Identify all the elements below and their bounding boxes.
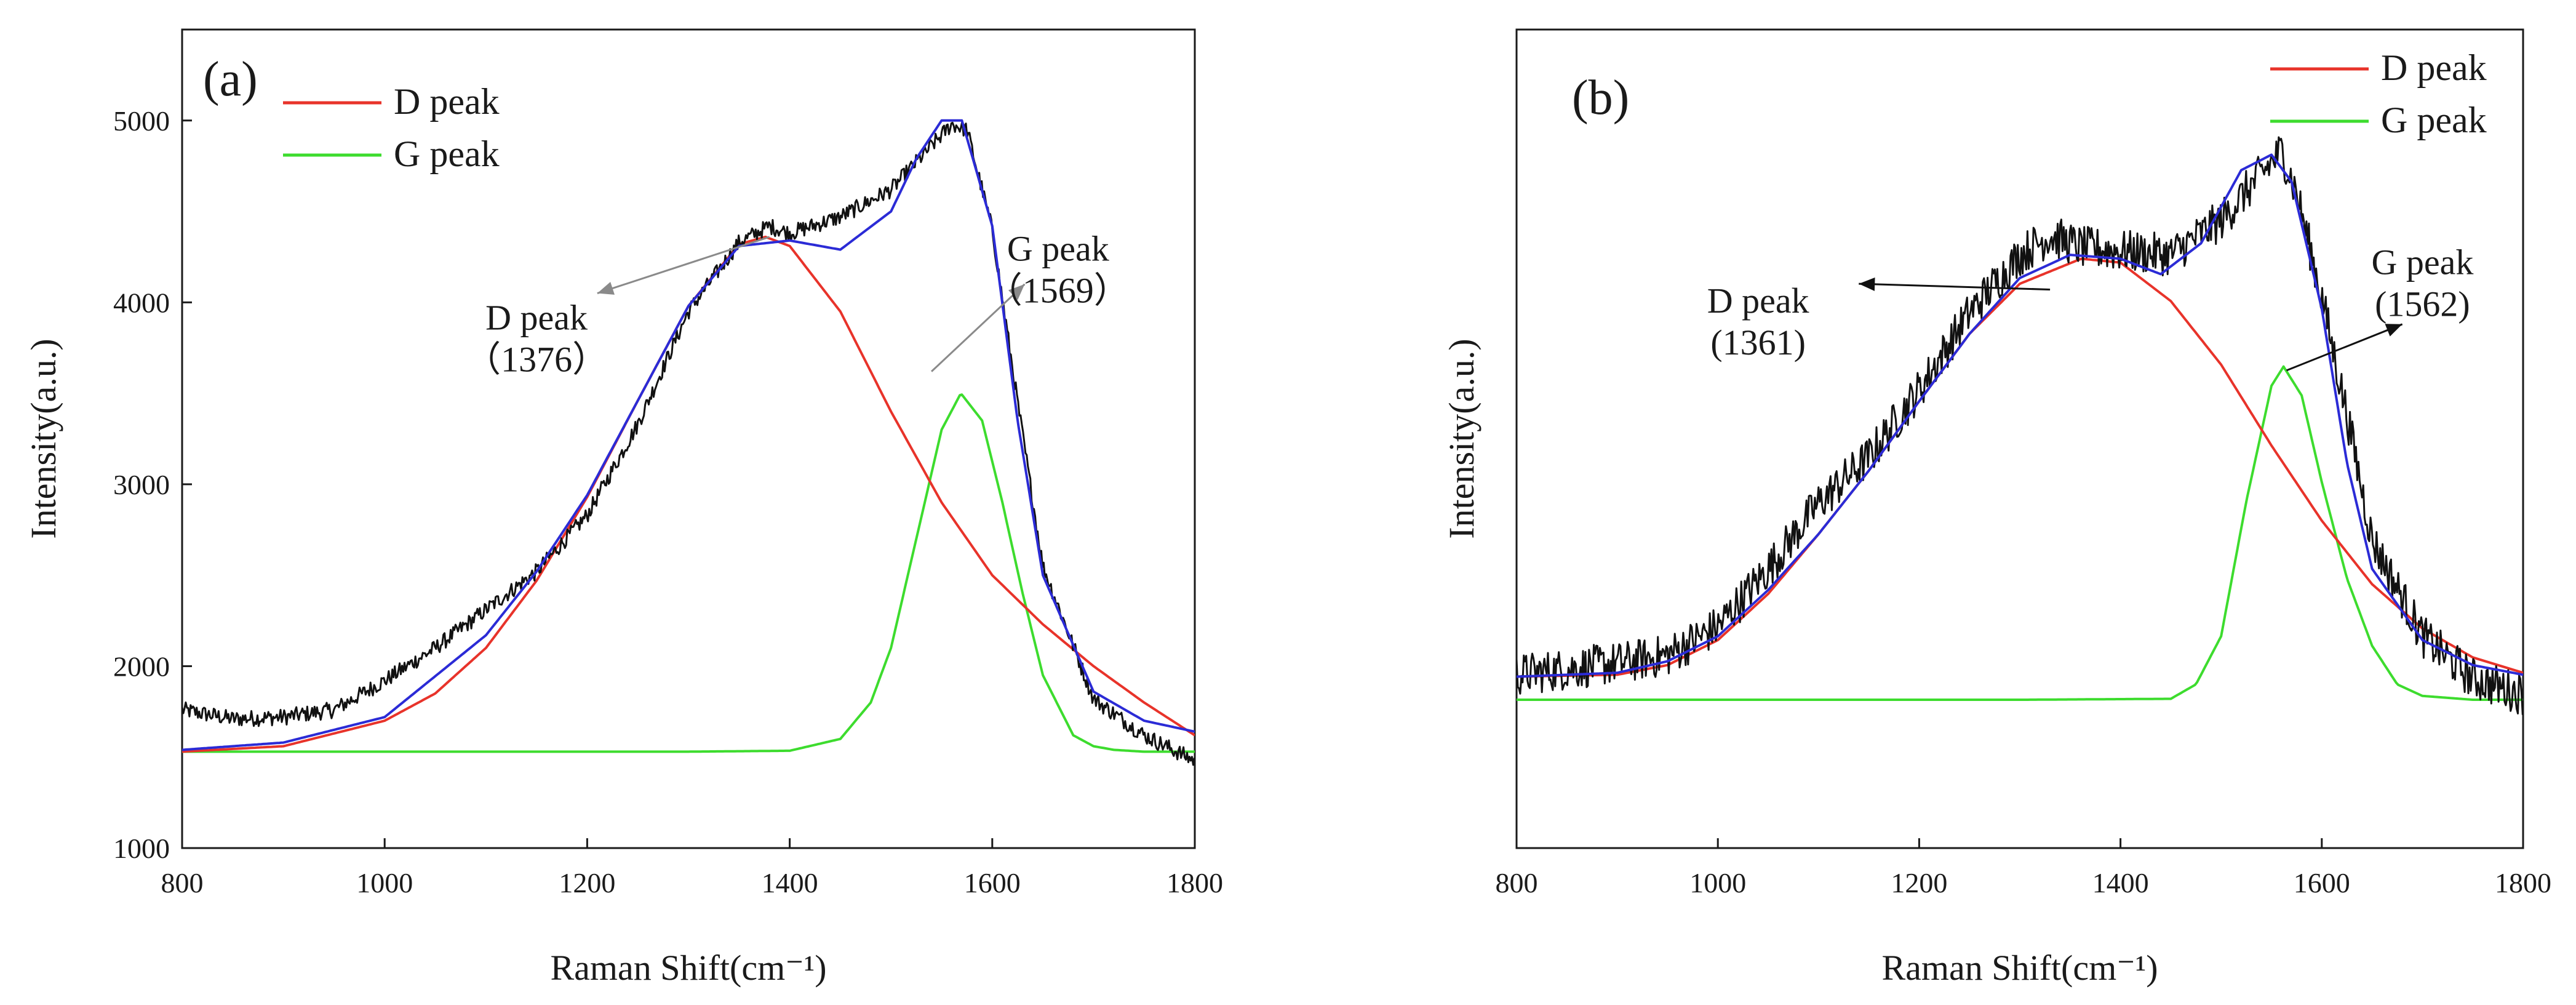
annotation-value: (1562) [2375, 284, 2470, 324]
legend: D peak G peak [283, 81, 500, 174]
annotation-arrow-head [2385, 324, 2403, 337]
annotation-arrow-head [597, 282, 615, 295]
y-tick-label: 1000 [113, 833, 170, 864]
annotation-arrow-line [1859, 282, 2051, 290]
series-line-g-peak [1517, 365, 2523, 701]
x-tick-label: 1400 [2092, 867, 2149, 899]
annotation-label: D peak [485, 298, 588, 338]
x-axis-title: Raman Shift(cm⁻¹) [1881, 948, 2158, 988]
legend-label: D peak [394, 81, 500, 122]
series-line-raw-spectrum [182, 120, 1195, 766]
annotation-label: D peak [1707, 281, 1809, 321]
chart-panel-a: 800 1000 1200 1400 1600 180010002000300040005… [23, 28, 1223, 988]
annotation-arrow-head [1859, 277, 1875, 291]
annotation-value: (1361) [1710, 322, 1806, 362]
plot-area [182, 119, 1195, 766]
series-line-d-peak [1517, 257, 2523, 678]
series-line-cumulative-fit [1517, 153, 2523, 678]
annotation-value: （1376） [465, 340, 608, 380]
x-tick-label: 1000 [356, 867, 413, 899]
peak-annotation: D peak(1361) [1707, 277, 2051, 362]
series-line-raw-spectrum [1517, 136, 2523, 715]
annotation-label: G peak [1007, 228, 1109, 268]
peak-annotation: G peak(1562) [2286, 242, 2473, 372]
legend-label: G peak [2381, 100, 2487, 140]
plot-frame [181, 28, 1196, 849]
plot-frame [1515, 28, 2524, 849]
annotation-arrow-line [931, 283, 1026, 372]
plot-area [1517, 136, 2523, 715]
y-axis-title: Intensity(a.u.) [23, 338, 63, 539]
x-tick-label: 1800 [1166, 867, 1223, 899]
y-tick-label: 5000 [113, 105, 170, 137]
panel-label: (a) [203, 52, 258, 106]
x-tick-label: 800 [1496, 867, 1538, 899]
peak-annotation: D peak（1376） [465, 236, 770, 380]
annotation-arrow-line [597, 236, 770, 294]
legend-label: G peak [394, 134, 500, 174]
x-tick-label: 800 [161, 867, 204, 899]
x-tick-label: 1200 [559, 867, 615, 899]
legend-label: D peak [2381, 47, 2487, 88]
panel-label: (b) [1572, 71, 1629, 125]
annotation-label: G peak [2371, 242, 2473, 282]
annotation-value: （1569） [987, 270, 1130, 310]
x-tick-label: 1400 [762, 867, 818, 899]
x-tick-label: 1000 [1689, 867, 1746, 899]
annotation-arrow-head [1008, 284, 1025, 300]
y-tick-label: 4000 [113, 287, 170, 318]
x-axis-title: Raman Shift(cm⁻¹) [550, 948, 826, 988]
x-tick-label: 1200 [1891, 867, 1947, 899]
y-tick-label: 2000 [113, 651, 170, 682]
x-tick-label: 1600 [2294, 867, 2350, 899]
legend: D peak G peak [2270, 47, 2487, 140]
x-tick-label: 1600 [964, 867, 1021, 899]
series-line-cumulative-fit [182, 119, 1195, 751]
y-axis-title: Intensity(a.u.) [1442, 338, 1481, 539]
chart-panel-b: 800 1000 1200 1400 1600 1800 Raman Shift(cm⁻¹)… [1442, 28, 2551, 988]
y-tick-label: 3000 [113, 469, 170, 500]
peak-annotation: G peak（1569） [931, 228, 1130, 372]
annotation-arrow-line [2286, 323, 2403, 372]
x-tick-label: 1800 [2495, 867, 2551, 899]
